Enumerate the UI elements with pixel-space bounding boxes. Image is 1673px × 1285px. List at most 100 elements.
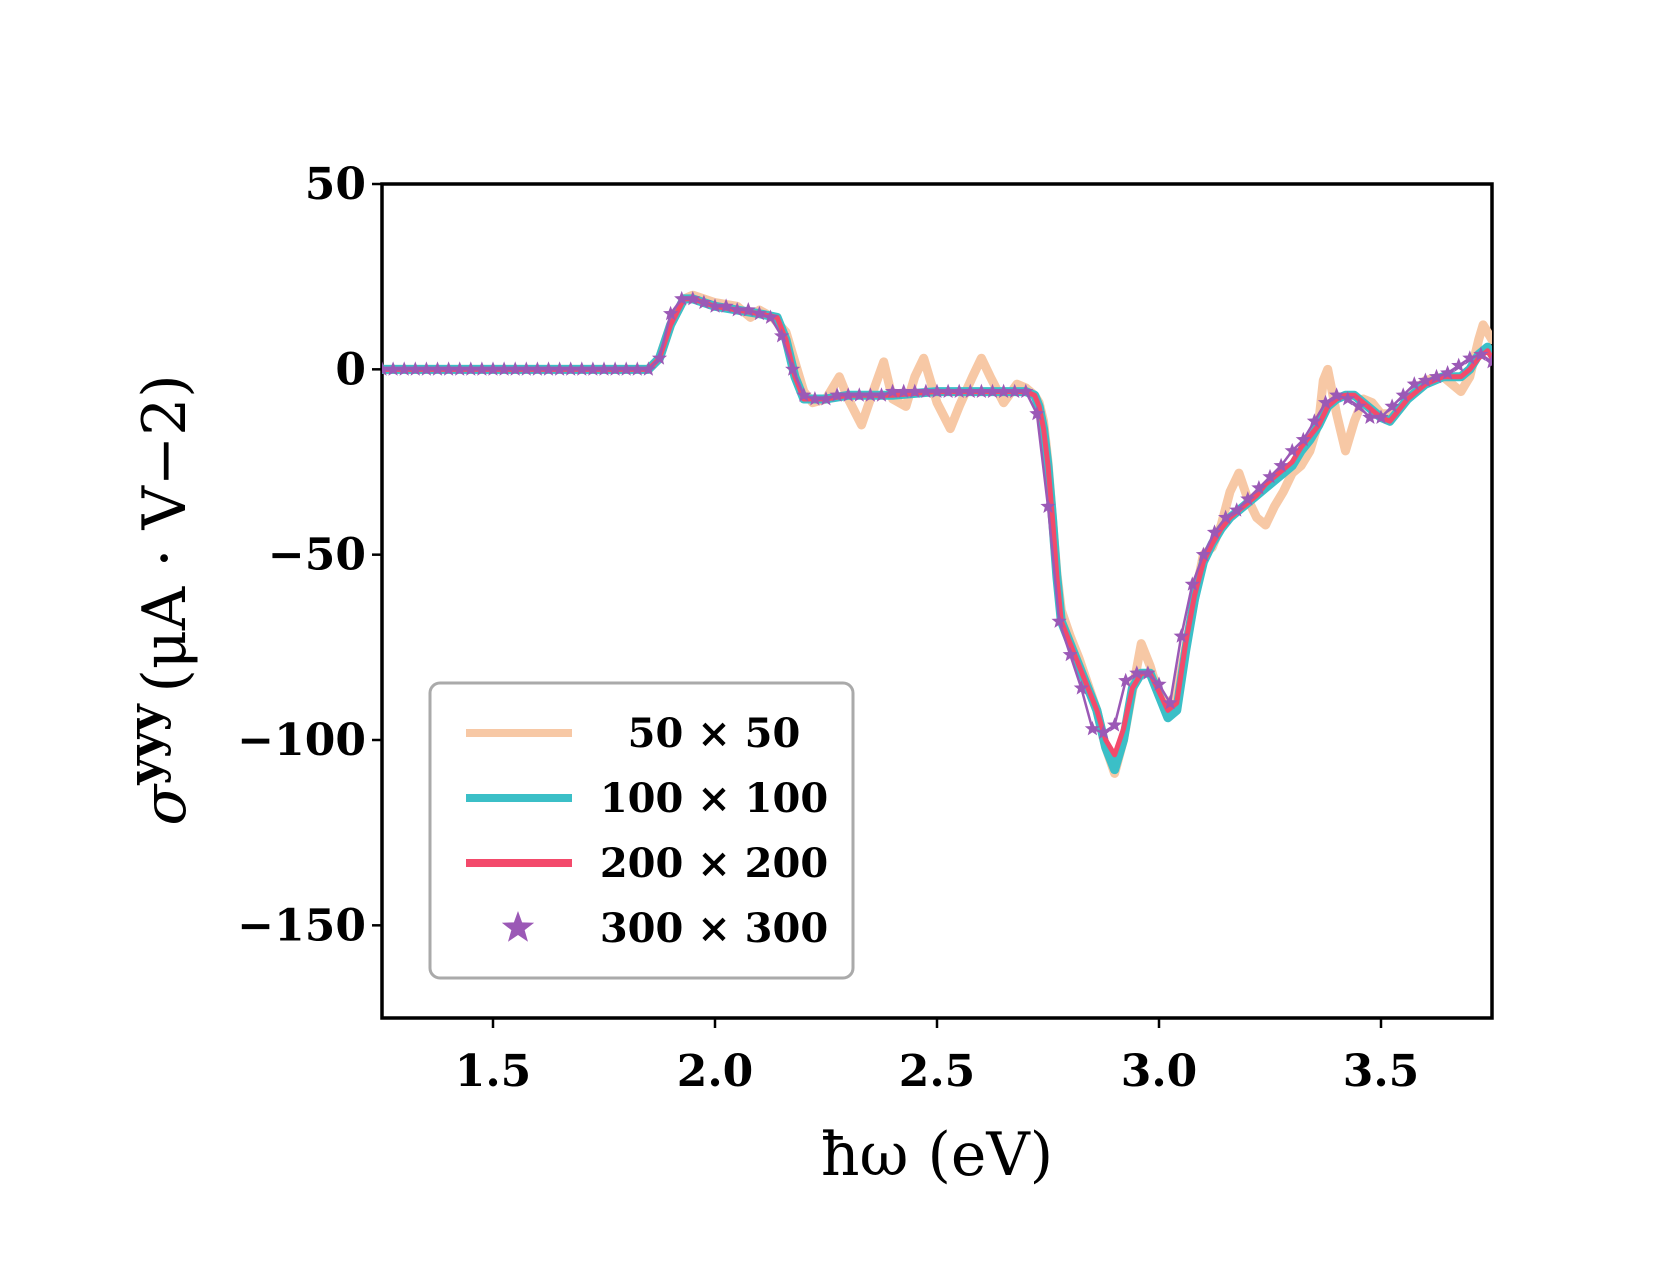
series-star-marker [840,387,856,402]
x-tick-label: 3.5 [1343,1046,1420,1097]
series-star-marker [751,305,768,321]
legend-label-0: 50 × 50 [628,710,801,757]
series-star-marker [507,361,523,376]
series-star-marker [1229,502,1245,517]
x-tick-label: 2.5 [899,1046,976,1097]
series-star-marker [1007,383,1023,399]
series-star-marker [651,350,668,365]
series-star-marker [962,383,978,399]
series-star-marker [452,361,468,376]
series-star-marker [785,361,801,376]
series-star-marker [740,302,756,317]
series-star-marker [1473,346,1489,361]
series-star-marker [640,361,657,376]
x-tick-label: 2.0 [677,1046,754,1097]
series-star-marker [896,383,912,399]
y-axis-superscript: yyy [118,703,172,785]
y-tick-label: −100 [237,715,366,766]
series-star-marker [1140,665,1156,680]
series-star-marker [1073,680,1089,695]
series-star-marker [951,383,967,399]
series-star-marker [618,361,634,376]
series-star-marker [1173,628,1189,643]
series-star-marker [1217,509,1234,525]
series-star-marker [1184,576,1200,591]
x-tick-label: 1.5 [455,1046,532,1097]
y-axis-symbol: σ [130,783,200,826]
x-tick-label: 3.0 [1121,1046,1198,1097]
series-star-marker [474,361,490,376]
series-star-marker [1095,724,1112,740]
series-star-marker [551,361,568,376]
series-star-marker [1462,350,1478,365]
series-star-marker [540,361,557,376]
series-star-marker [596,361,612,376]
y-axis-label: σyyy (μA · V−2) [118,374,200,825]
series-star-marker [940,383,956,399]
series-star-marker [382,361,390,376]
series-star-marker [1351,398,1367,413]
series-star-marker [1295,431,1311,447]
series-star-marker [685,290,701,306]
series-star-marker [440,361,457,376]
series-star-marker [729,302,745,317]
series-star-marker [629,361,645,376]
series-star-marker [707,298,723,313]
legend-label-1: 100 × 100 [600,775,828,822]
series-star-marker [1251,479,1267,495]
series-star-marker [418,361,435,376]
series-star-marker [529,361,546,376]
y-tick-label: 50 [305,159,366,210]
series-star-marker [463,361,479,376]
series-star-marker [907,383,923,399]
series-star-marker [1451,357,1467,373]
series-star-marker [1162,694,1178,710]
series-star-marker [1328,387,1345,402]
series-star-marker [1206,524,1223,539]
series-star-marker [1273,457,1289,473]
series-star-marker [1417,372,1434,387]
series-star-marker [851,387,867,402]
series-star-marker [1428,368,1445,384]
series-star-marker [518,361,534,376]
series-star-marker [1240,491,1256,506]
series-star-marker [773,327,790,343]
series-star-marker [1317,394,1334,410]
series-star-marker [674,290,690,306]
series-star-marker [696,294,712,310]
series-star-marker [1029,405,1045,421]
series-star-marker [1406,376,1422,391]
series-star-marker [429,361,446,376]
series-star-marker [1195,546,1212,562]
series-star-marker [1129,665,1145,680]
series-star-marker [1439,365,1456,380]
series-star-marker [1362,409,1378,424]
series-star-marker [829,387,845,402]
series-star-marker [929,383,945,399]
series-star-marker [1340,390,1356,406]
series-star-marker [796,387,812,402]
x-axis-ticks: 1.5 2.0 2.5 3.0 3.5 [455,1018,1420,1097]
series-star-marker [718,298,734,313]
series-star-marker [1484,353,1492,369]
y-axis-ticks: 50 0 −50 −100 −150 [237,159,382,951]
series-star-marker [995,383,1012,399]
series-star-marker [496,361,512,376]
series-star-marker [873,387,890,402]
series-star-marker [1106,717,1123,732]
series-star-marker [1151,676,1167,691]
series-star-marker [918,383,934,399]
legend-star-marker [501,911,535,942]
series-star-marker [607,361,623,376]
x-axis-label: ħω (eV) [821,1120,1053,1190]
series-star-marker [1018,383,1034,399]
series-star-marker [662,305,679,321]
series-star-marker [1062,646,1078,662]
series-star-marker [1395,387,1411,402]
series-star-marker [884,383,901,399]
y-axis-units: (μA · V−2) [130,374,200,692]
series-star-marker [862,387,879,402]
series-star-marker [1284,442,1300,458]
